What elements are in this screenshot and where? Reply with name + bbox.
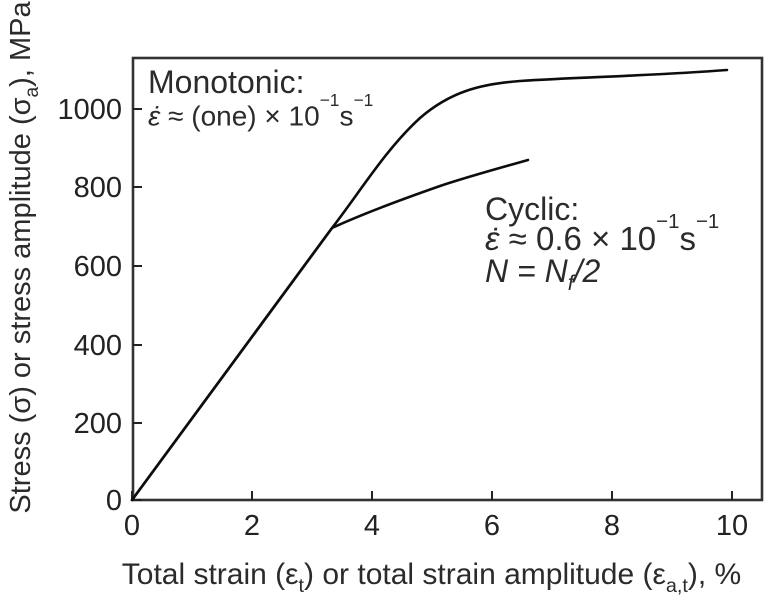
svg-text:1000: 1000	[57, 94, 122, 126]
svg-text:8: 8	[604, 510, 620, 542]
svg-text:2: 2	[244, 510, 260, 542]
svg-text:6: 6	[484, 510, 500, 542]
svg-text:600: 600	[74, 251, 122, 283]
svg-text:0: 0	[124, 510, 140, 542]
svg-text:800: 800	[74, 172, 122, 204]
svg-text:400: 400	[74, 330, 122, 362]
svg-text:10: 10	[716, 510, 748, 542]
svg-text:0: 0	[106, 485, 122, 517]
svg-text:4: 4	[364, 510, 380, 542]
svg-text:200: 200	[74, 408, 122, 440]
